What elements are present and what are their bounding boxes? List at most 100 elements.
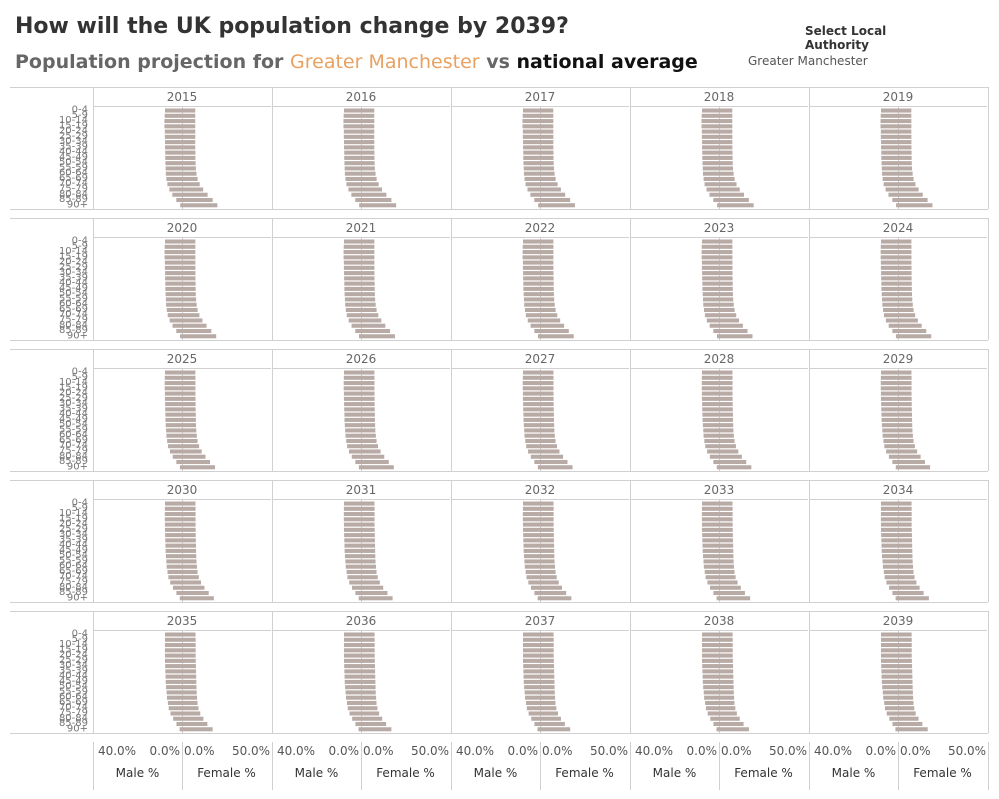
female-bar <box>719 580 738 585</box>
male-bar <box>882 554 898 559</box>
male-bar <box>343 527 361 532</box>
male-bar <box>526 444 540 449</box>
age-group-label: 35-39 <box>59 665 88 676</box>
female-bar <box>540 643 554 648</box>
age-group-label: 65-69 <box>59 435 88 446</box>
female-bar <box>361 711 380 716</box>
male-bar <box>881 548 898 553</box>
male-bar <box>344 538 361 543</box>
male-bar <box>348 449 361 454</box>
male-bar <box>167 438 182 443</box>
male-bar <box>176 459 182 465</box>
male-bar <box>344 370 361 375</box>
male-bar <box>344 543 361 548</box>
female-bar <box>540 307 556 312</box>
male-bar <box>165 669 182 674</box>
male-bar <box>524 428 540 433</box>
female-bar <box>182 134 196 139</box>
female-bar <box>361 166 375 171</box>
female-bar <box>182 171 197 176</box>
female-bar <box>540 559 555 564</box>
male-bar <box>164 527 182 532</box>
female-bar <box>719 192 744 197</box>
female-bar <box>182 292 196 297</box>
age-group-label: 35-39 <box>59 534 88 545</box>
male-bar <box>522 517 540 522</box>
male-bar <box>882 171 898 176</box>
female-bar <box>540 276 554 281</box>
filter-value[interactable]: Greater Manchester <box>748 54 868 68</box>
female-bar <box>719 449 739 454</box>
female-bar <box>182 370 196 375</box>
male-bar <box>522 244 540 249</box>
age-group-label: 55-59 <box>59 293 88 304</box>
local-authority-filter[interactable]: Select Local Authority Greater Mancheste… <box>748 24 938 68</box>
female-bar <box>182 271 196 276</box>
male-bar <box>523 140 540 145</box>
male-bar <box>880 250 898 255</box>
age-group-label: 15-19 <box>59 382 88 393</box>
male-bar <box>884 444 898 449</box>
male-bar <box>704 313 719 318</box>
female-bar <box>719 444 736 449</box>
female-bar <box>361 286 375 291</box>
male-bar <box>522 396 540 401</box>
female-bar <box>719 564 735 569</box>
male-bar <box>702 140 719 145</box>
female-bar <box>361 721 387 727</box>
male-bar <box>524 690 540 695</box>
female-bar <box>898 391 912 396</box>
male-bar <box>165 417 182 422</box>
female-bar <box>898 554 913 559</box>
male-bar <box>882 433 898 438</box>
age-group-label: 5-9 <box>72 241 88 252</box>
male-bar <box>524 564 540 569</box>
female-bar <box>540 286 554 291</box>
age-group-label: 70-74 <box>59 309 88 320</box>
male-bar <box>713 197 719 203</box>
age-group-label: 70-74 <box>59 702 88 713</box>
female-bar <box>361 669 376 674</box>
male-bar <box>345 302 361 307</box>
male-bar <box>707 449 719 454</box>
male-bar <box>713 328 719 334</box>
age-group-label: 20-24 <box>59 257 88 268</box>
male-bar <box>881 370 898 375</box>
year-label: 2038 <box>704 614 735 628</box>
female-bar <box>719 679 734 684</box>
female-axis-tick: 0.0% <box>363 744 394 758</box>
male-bar <box>881 402 898 407</box>
male-bar <box>523 543 540 548</box>
female-bar <box>898 449 918 454</box>
female-bar <box>182 695 198 700</box>
age-group-label: 35-39 <box>59 272 88 283</box>
female-bar <box>182 386 196 391</box>
female-bar <box>540 396 554 401</box>
female-bar <box>540 653 554 658</box>
male-bar <box>538 203 540 208</box>
male-bar <box>344 501 361 506</box>
female-bar <box>719 239 733 244</box>
age-group-label: 45-49 <box>59 545 88 556</box>
age-group-label: 75-79 <box>59 577 88 588</box>
female-bar <box>361 501 375 506</box>
male-bar <box>522 124 540 129</box>
female-bar <box>719 323 743 328</box>
female-bar <box>540 527 554 532</box>
age-group-label: 30-34 <box>59 529 88 540</box>
female-bar <box>182 375 196 380</box>
female-bar <box>361 271 375 276</box>
male-bar <box>528 449 540 454</box>
male-bar <box>883 438 898 443</box>
female-bar <box>719 297 734 302</box>
male-bar <box>522 129 540 134</box>
male-bar <box>523 150 540 155</box>
male-bar <box>344 679 361 684</box>
female-bar <box>898 318 918 323</box>
age-group-label: 25-29 <box>59 262 88 273</box>
male-bar <box>702 412 719 417</box>
female-bar <box>719 407 733 412</box>
male-bar <box>523 155 540 160</box>
female-bar <box>898 685 913 690</box>
age-group-label: 0-4 <box>72 498 88 509</box>
